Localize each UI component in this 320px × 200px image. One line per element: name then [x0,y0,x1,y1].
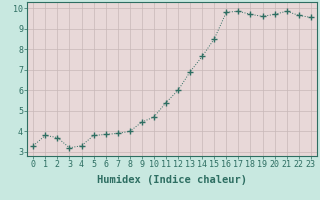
X-axis label: Humidex (Indice chaleur): Humidex (Indice chaleur) [97,175,247,185]
